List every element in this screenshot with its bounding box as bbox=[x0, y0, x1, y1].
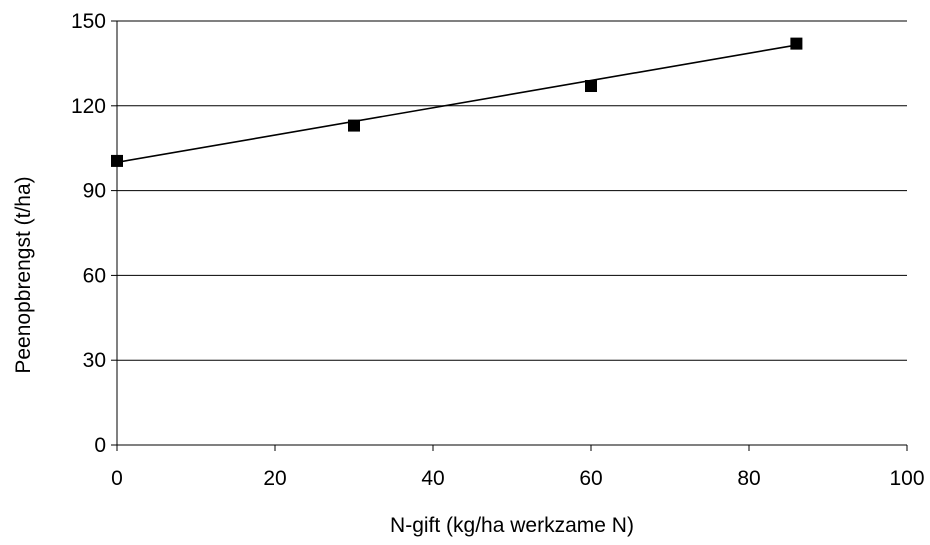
y-tick-label: 30 bbox=[83, 349, 106, 372]
gridlines bbox=[117, 20, 907, 361]
axes bbox=[111, 20, 908, 451]
x-tick-label: 0 bbox=[111, 467, 123, 490]
x-axis-title: N-gift (kg/ha werkzame N) bbox=[390, 514, 634, 537]
y-tick-label: 90 bbox=[83, 180, 106, 203]
data-point bbox=[585, 80, 597, 93]
x-tick-label: 80 bbox=[737, 467, 760, 490]
y-tick-label: 150 bbox=[71, 10, 106, 33]
data-point bbox=[111, 154, 123, 167]
trendline bbox=[116, 44, 797, 164]
y-tick-label: 0 bbox=[94, 434, 106, 457]
tick-labels: 0 30 60 90 120 150 0 20 40 60 80 100 bbox=[71, 10, 925, 490]
x-tick-label: 40 bbox=[421, 467, 444, 490]
trendline-layer bbox=[116, 44, 797, 164]
x-tick-label: 60 bbox=[579, 467, 602, 490]
y-tick-label: 60 bbox=[83, 264, 106, 287]
data-point bbox=[348, 119, 360, 132]
x-tick-label: 20 bbox=[263, 467, 286, 490]
data-points bbox=[111, 37, 803, 167]
x-tick-label: 100 bbox=[889, 467, 924, 490]
data-point bbox=[790, 37, 803, 50]
y-axis-title: Peenopbrengst (t/ha) bbox=[12, 176, 35, 373]
y-tick-label: 120 bbox=[71, 95, 106, 118]
